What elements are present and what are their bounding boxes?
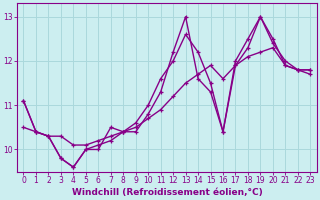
X-axis label: Windchill (Refroidissement éolien,°C): Windchill (Refroidissement éolien,°C) xyxy=(72,188,262,197)
